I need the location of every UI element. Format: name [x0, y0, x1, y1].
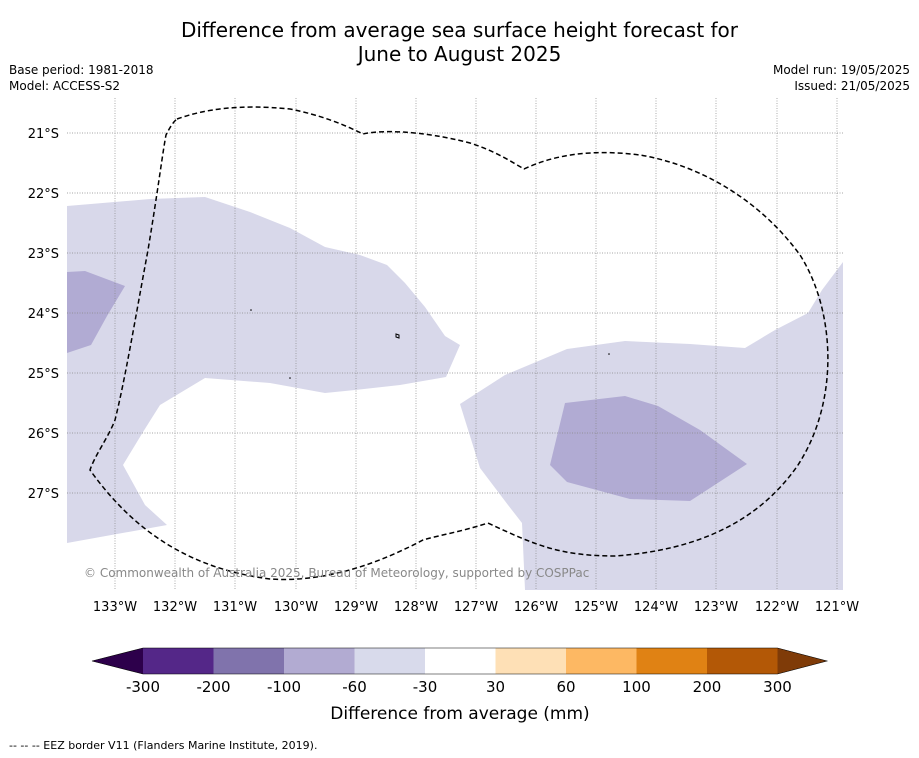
colorbar-outline	[91, 647, 829, 675]
island-speck	[395, 333, 400, 339]
latitude-labels: 21°S 22°S 23°S 24°S 25°S 26°S 27°S	[28, 127, 59, 502]
lon-label: 129°W	[334, 600, 378, 615]
colorbar-tick-label: 60	[556, 678, 575, 696]
lon-label: 124°W	[634, 600, 678, 615]
colorbar-tick-label: 100	[622, 678, 651, 696]
colorbar-tick-label: 300	[763, 678, 792, 696]
colorbar-segment	[213, 648, 284, 674]
colorbar-segment	[143, 648, 214, 674]
lon-label: 126°W	[514, 600, 558, 615]
lon-label: 125°W	[574, 600, 618, 615]
lon-label: 121°W	[815, 600, 859, 615]
colorbar-tick-label: -100	[267, 678, 301, 696]
colorbar-segment	[636, 648, 707, 674]
island-speck	[250, 309, 252, 311]
copyright-notice: © Commonwealth of Australia 2025, Bureau…	[84, 566, 589, 580]
lat-label: 21°S	[28, 127, 59, 142]
lon-label: 122°W	[755, 600, 799, 615]
base-period: Base period: 1981-2018	[9, 63, 154, 77]
colorbar-tick-label: -200	[196, 678, 230, 696]
colorbar-extend-high	[777, 648, 827, 674]
colorbar-ticks: -300 -200 -100 -60 -30 30 60 100 200 300	[126, 678, 792, 696]
island-speck	[289, 377, 291, 379]
lon-label: 133°W	[93, 600, 137, 615]
colorbar-label: Difference from average (mm)	[330, 704, 589, 724]
colorbar-segment	[566, 648, 637, 674]
lon-label: 128°W	[394, 600, 438, 615]
lon-label: 132°W	[153, 600, 197, 615]
eez-legend-footnote: -- -- -- EEZ border V11 (Flanders Marine…	[9, 739, 318, 752]
lon-label: 123°W	[694, 600, 738, 615]
anomaly-region-west-dark	[67, 271, 125, 353]
lat-label: 26°S	[28, 427, 59, 442]
anomaly-region-west	[67, 197, 460, 543]
lon-label: 130°W	[274, 600, 318, 615]
colorbar-segment	[495, 648, 566, 674]
lat-label: 23°S	[28, 247, 59, 262]
run-info: Model run: 19/05/2025 Issued: 21/05/2025	[773, 62, 910, 94]
colorbar-segment	[354, 648, 425, 674]
longitude-labels: 133°W 132°W 131°W 130°W 129°W 128°W 127°…	[93, 600, 859, 615]
issued-date: Issued: 21/05/2025	[794, 79, 910, 93]
lon-label: 131°W	[213, 600, 257, 615]
colorbar-tick-label: 200	[693, 678, 722, 696]
lon-label: 127°W	[454, 600, 498, 615]
title-line-1: Difference from average sea surface heig…	[180, 18, 739, 42]
anomaly-region-east-dark	[550, 396, 747, 501]
model-name: Model: ACCESS-S2	[9, 79, 121, 93]
lat-label: 22°S	[28, 187, 59, 202]
model-run: Model run: 19/05/2025	[772, 63, 910, 77]
colorbar-segment	[425, 648, 496, 674]
eez-border	[89, 106, 829, 581]
colorbar-tick-label: 30	[486, 678, 505, 696]
colorbar-segment	[707, 648, 778, 674]
model-info: Base period: 1981-2018 Model: ACCESS-S2	[9, 62, 154, 94]
island-speck	[608, 353, 610, 355]
graticule	[67, 98, 843, 590]
lat-label: 25°S	[28, 367, 59, 382]
colorbar-tick-label: -30	[413, 678, 438, 696]
colorbar-tick-label: -60	[342, 678, 367, 696]
colorbar-segment	[284, 648, 355, 674]
title-line-2: June to August 2025	[357, 42, 562, 66]
colorbar-tick-label: -300	[126, 678, 160, 696]
lat-label: 27°S	[28, 487, 59, 502]
lat-label: 24°S	[28, 307, 59, 322]
map-area	[67, 197, 843, 590]
colorbar-extend-low	[92, 648, 143, 674]
map-title: Difference from average sea surface heig…	[0, 18, 919, 66]
colorbar	[91, 647, 829, 675]
